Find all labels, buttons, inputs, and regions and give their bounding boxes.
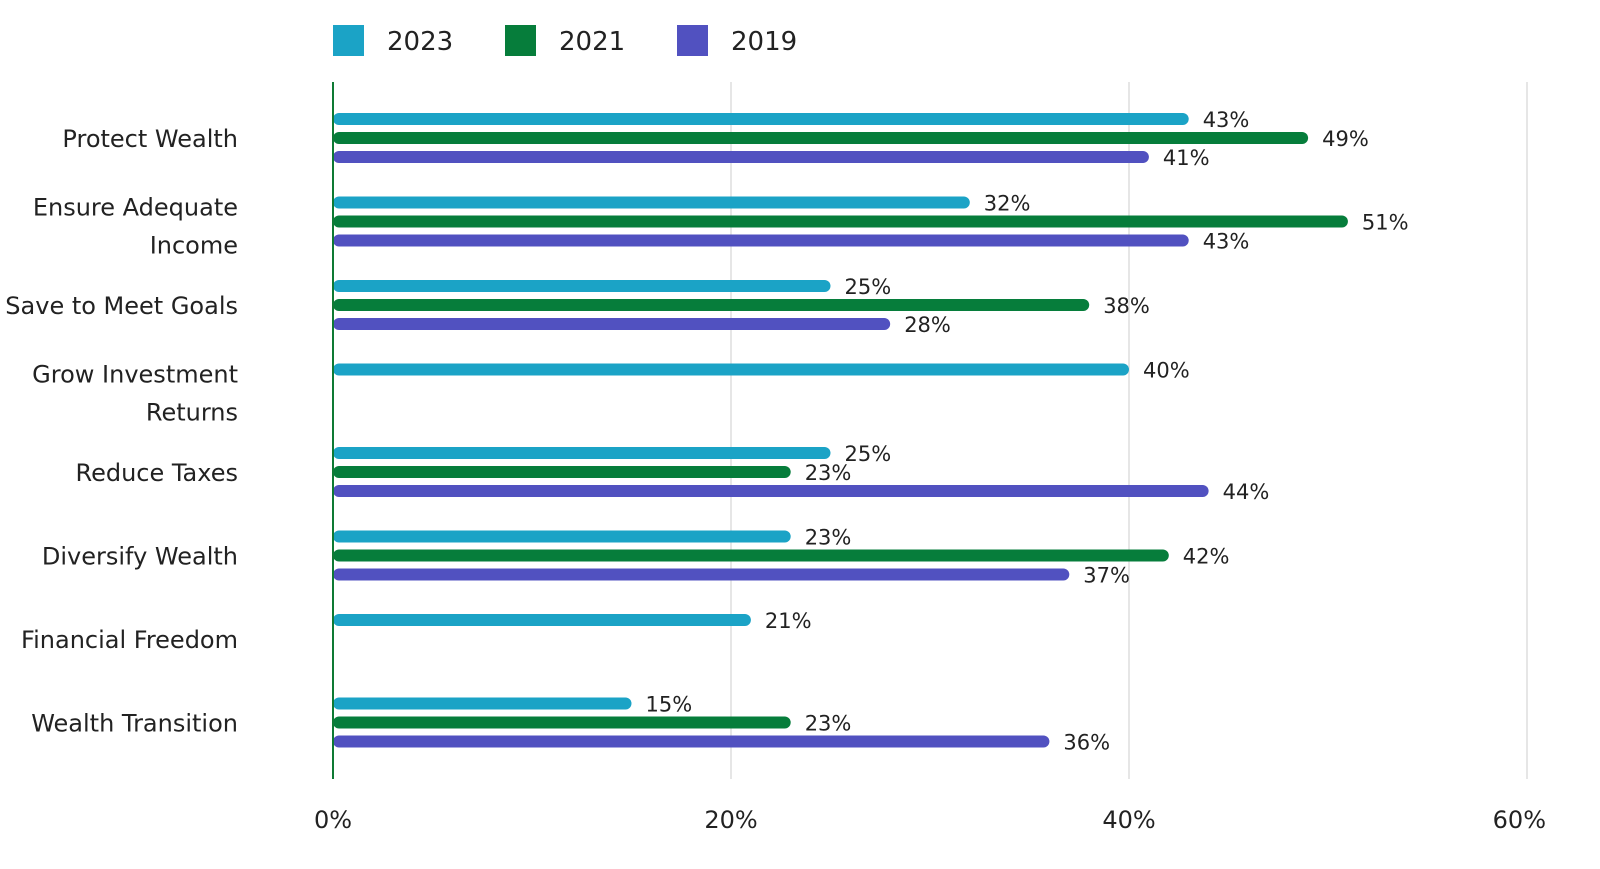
legend-swatch: [677, 25, 708, 56]
category-labels: Protect Wealth Ensure Adequate Income Save …: [5, 125, 238, 738]
data-label: 32%: [984, 192, 1031, 216]
data-label: 40%: [1143, 359, 1190, 383]
bar-2021: [333, 466, 791, 478]
data-label: 28%: [904, 313, 951, 337]
gridlines: [730, 82, 1528, 779]
data-label: 25%: [845, 442, 892, 466]
category-label: Wealth Transition: [31, 710, 238, 738]
data-label: 23%: [805, 526, 852, 550]
data-label: 37%: [1083, 564, 1130, 588]
bar-2021: [333, 215, 1348, 228]
bar-2021: [333, 549, 1169, 562]
bar-2019: [333, 485, 1209, 497]
legend-swatch: [505, 25, 536, 56]
data-label: 21%: [765, 609, 812, 633]
data-labels: 43%32%25%40%25%23%21%15%49%51%38%23%42%2…: [646, 108, 1409, 755]
x-tick-label: 60%: [1493, 806, 1546, 834]
data-label: 43%: [1203, 230, 1250, 254]
category-label: Protect Wealth: [62, 125, 238, 153]
bar-2023: [333, 530, 791, 543]
data-label: 44%: [1223, 480, 1270, 504]
legend-item-2019[interactable]: 2019: [677, 25, 797, 57]
bar-2023: [333, 614, 751, 626]
bar-2023: [333, 447, 831, 459]
bar-2021: [333, 132, 1309, 144]
category-label: Grow Investment: [32, 361, 238, 389]
data-label: 25%: [845, 275, 892, 299]
data-label: 38%: [1103, 294, 1150, 318]
bar-2023: [333, 196, 970, 209]
category-label: Reduce Taxes: [75, 459, 238, 487]
bar-2023: [333, 280, 831, 292]
category-label: Diversify Wealth: [42, 543, 238, 571]
x-tick-labels: 0% 20% 40% 60%: [314, 806, 1546, 834]
legend-item-2023[interactable]: 2023: [333, 25, 453, 57]
category-label: Returns: [146, 399, 238, 427]
bar-2023: [333, 697, 632, 710]
legend-label: 2021: [559, 27, 625, 57]
bar-2021: [333, 299, 1090, 311]
category-label: Ensure Adequate: [33, 194, 238, 222]
data-label: 49%: [1322, 127, 1369, 151]
bar-2021: [333, 716, 791, 729]
category-label: Income: [150, 232, 238, 260]
bar-2019: [333, 318, 891, 330]
data-label: 15%: [646, 693, 693, 717]
category-label: Save to Meet Goals: [5, 292, 238, 320]
data-label: 51%: [1362, 211, 1409, 235]
x-tick-label: 40%: [1102, 806, 1155, 834]
legend-swatch: [333, 25, 364, 56]
bar-2019: [333, 568, 1070, 581]
bars: [333, 113, 1348, 748]
legend-label: 2019: [731, 27, 797, 57]
data-label: 42%: [1183, 545, 1230, 569]
bar-2019: [333, 234, 1189, 247]
legend[interactable]: 2023 2021 2019: [333, 25, 797, 57]
bar-2023: [333, 363, 1129, 376]
bar-2023: [333, 113, 1189, 125]
legend-label: 2023: [387, 27, 453, 57]
data-label: 43%: [1203, 108, 1250, 132]
legend-item-2021[interactable]: 2021: [505, 25, 625, 57]
data-label: 23%: [805, 712, 852, 736]
bar-2019: [333, 735, 1050, 748]
data-label: 23%: [805, 461, 852, 485]
bar-2019: [333, 151, 1149, 163]
x-tick-label: 20%: [704, 806, 757, 834]
data-label: 41%: [1163, 146, 1210, 170]
x-tick-label: 0%: [314, 806, 352, 834]
data-label: 36%: [1063, 731, 1110, 755]
category-label: Financial Freedom: [21, 626, 238, 654]
